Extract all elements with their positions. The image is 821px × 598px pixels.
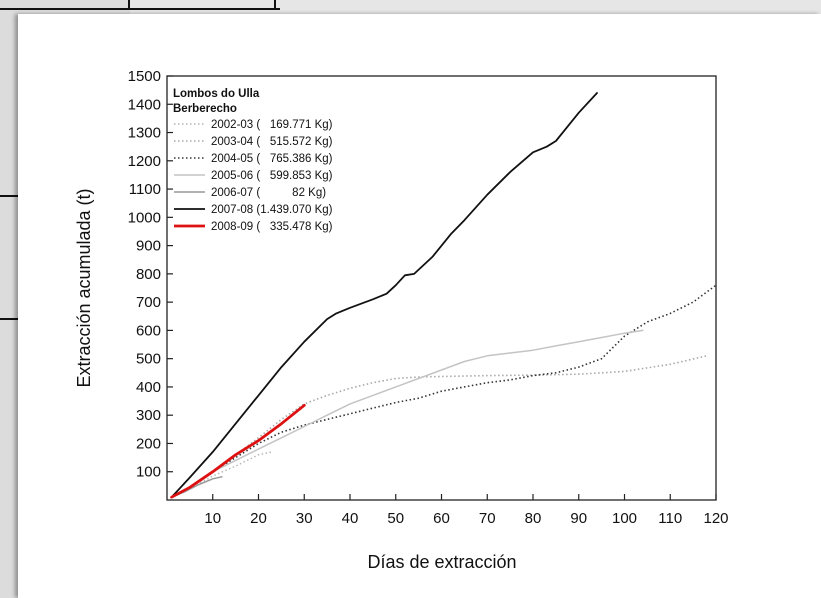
y-tick-label: 700 — [136, 294, 161, 311]
x-tick-label: 80 — [525, 510, 542, 527]
x-tick-label: 40 — [342, 510, 359, 527]
x-tick-label: 110 — [658, 510, 682, 527]
y-tick-label: 100 — [136, 464, 161, 481]
axis-ticks: 10 20 30 40 50 60 70 80 90 100 110 120 100 200 300 400 5… — [128, 68, 729, 527]
y-tick-label: 300 — [136, 407, 161, 424]
y-tick-label: 1200 — [128, 153, 161, 170]
y-tick-label: 1300 — [128, 125, 161, 142]
y-tick-label: 400 — [136, 379, 161, 396]
background-divider — [0, 318, 20, 320]
x-tick-label: 10 — [204, 510, 221, 527]
y-tick-label: 900 — [136, 238, 161, 255]
legend-label: 2008-09 ( 335.478 Kg) — [211, 221, 333, 233]
legend-label: 2002-03 ( 169.771 Kg) — [211, 119, 333, 131]
x-tick-label: 50 — [387, 510, 404, 527]
series-line-2007-08 — [170, 92, 598, 499]
x-tick-label: 60 — [433, 510, 450, 527]
x-axis-title: Días de extracción — [367, 552, 516, 572]
y-tick-label: 1500 — [128, 68, 161, 85]
background-divider — [0, 8, 280, 10]
x-tick-label: 90 — [570, 510, 587, 527]
background-divider — [0, 195, 20, 197]
legend-title: Berberecho — [173, 103, 237, 115]
legend-label: 2005-06 ( 599.853 Kg) — [211, 170, 333, 182]
y-tick-label: 1000 — [128, 209, 161, 226]
plot-frame — [166, 75, 717, 501]
legend-label: 2004-05 ( 765.386 Kg) — [211, 153, 333, 165]
x-tick-label: 120 — [703, 510, 728, 527]
legend-label: 2006-07 ( 82 Kg) — [211, 187, 326, 199]
series-line-2004-05 — [171, 284, 717, 498]
legend-title: Lombos do Ulla — [173, 88, 260, 100]
x-tick-label: 20 — [250, 510, 267, 527]
figure-panel: 10 20 30 40 50 60 70 80 90 100 110 120 100 200 300 400 5… — [18, 14, 821, 598]
x-tick-label: 70 — [479, 510, 496, 527]
x-tick-label: 100 — [612, 510, 637, 527]
legend: Lombos do Ulla Berberecho 2002-03 ( 169.77… — [173, 88, 333, 233]
y-tick-label: 500 — [136, 351, 161, 368]
y-tick-label: 200 — [136, 435, 161, 452]
y-axis-title: Extracción acumulada (t) — [74, 188, 94, 387]
y-tick-label: 600 — [136, 322, 161, 339]
x-tick-label: 30 — [296, 510, 313, 527]
series-layer — [170, 92, 717, 499]
background-divider — [274, 0, 276, 10]
series-line-2008-09 — [170, 403, 306, 499]
legend-label: 2003-04 ( 515.572 Kg) — [211, 136, 333, 148]
chart: 10 20 30 40 50 60 70 80 90 100 110 120 100 200 300 400 5… — [74, 68, 729, 572]
y-tick-label: 1100 — [129, 181, 161, 198]
series-line-2005-06 — [170, 329, 644, 498]
legend-label: 2007-08 (1.439.070 Kg) — [211, 204, 333, 216]
y-tick-label: 1400 — [128, 96, 161, 113]
y-tick-label: 800 — [136, 266, 161, 283]
background-divider — [128, 0, 130, 10]
